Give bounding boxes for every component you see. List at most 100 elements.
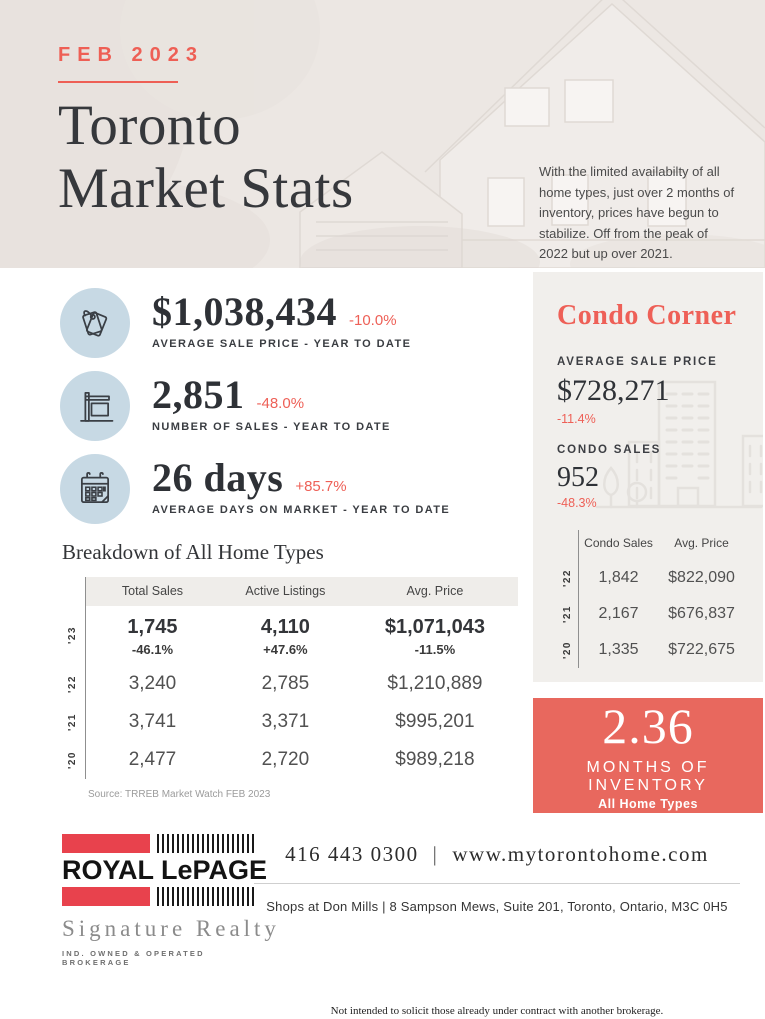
condo-sales-change: -48.3%	[557, 496, 597, 510]
condo-year-22: '22	[562, 568, 573, 587]
table-row: '21 3,741 3,371 $995,201	[60, 703, 518, 741]
office-address: Shops at Don Mills | 8 Sampson Mews, Sui…	[266, 899, 728, 914]
condo-sales-value: 952	[557, 462, 599, 493]
number-of-sales-value: 2,851	[152, 372, 245, 417]
brand-lepage: LePAGE	[161, 855, 268, 885]
contact-divider: |	[432, 842, 439, 866]
active-listings-21: 3,371	[261, 711, 310, 732]
table-row: '21 2,167 $676,837	[557, 596, 745, 632]
logo-stripes-top	[157, 834, 254, 853]
inventory-sublabel: All Home Types	[598, 796, 698, 811]
table-row: '23 1,745 -46.1% 4,110 +47.6% $1,071,043…	[60, 606, 518, 665]
avg-price-23: $1,071,043	[384, 616, 485, 638]
total-sales-change-23: -46.1%	[131, 642, 174, 657]
active-listings-23: 4,110	[260, 616, 310, 638]
table-row: '22 1,842 $822,090	[557, 560, 745, 596]
condo-year-21: '21	[562, 604, 573, 623]
date-underline	[58, 81, 178, 83]
faded-house-photo-background	[0, 0, 765, 268]
overall-stats-column: $1,038,434 -10.0% AVERAGE SALE PRICE - Y…	[60, 268, 520, 802]
condo-avg-price-21: $676,837	[668, 605, 735, 622]
condo-col-avg-price: Avg. Price	[674, 536, 729, 550]
condo-avg-price-change: -11.4%	[557, 412, 596, 426]
inventory-value: 2.36	[602, 697, 694, 754]
year-label-21: '21	[67, 712, 78, 731]
condo-sales-21: 2,167	[598, 605, 639, 622]
breakdown-title: Breakdown of All Home Types	[62, 540, 324, 564]
stat-average-sale-price: $1,038,434 -10.0% AVERAGE SALE PRICE - Y…	[60, 288, 520, 358]
table-row: '20 1,335 $722,675	[557, 632, 745, 668]
logo-stripes-bottom	[157, 887, 254, 906]
stat-number-of-sales: 2,851 -48.0% NUMBER OF SALES - YEAR TO D…	[60, 371, 520, 441]
average-sale-price-value: $1,038,434	[152, 289, 337, 334]
condo-corner-title: Condo Corner	[557, 300, 737, 331]
condo-buildings-illustration	[595, 380, 763, 509]
table-row: '22 3,240 2,785 $1,210,889	[60, 665, 518, 703]
number-of-sales-change: -48.0%	[256, 395, 305, 412]
royal-lepage-logo: ROYAL LePAGE Signature Realty IND. OWNED …	[62, 834, 280, 967]
months-of-inventory-box: 2.36 MONTHS OF INVENTORY All Home Types	[533, 698, 763, 813]
condo-avg-price-22: $822,090	[668, 569, 735, 586]
total-sales-20: 2,477	[128, 749, 177, 770]
contact-block: 416 443 0300 | www.mytorontohome.com Shops…	[254, 834, 740, 914]
active-listings-change-23: +47.6%	[263, 642, 308, 657]
calendar-icon	[60, 454, 130, 524]
condo-col-sales: Condo Sales	[584, 536, 653, 550]
footer: ROYAL LePAGE Signature Realty IND. OWNED …	[0, 802, 765, 1019]
main-content: $1,038,434 -10.0% AVERAGE SALE PRICE - Y…	[0, 268, 765, 813]
average-sale-price-label: AVERAGE SALE PRICE - YEAR TO DATE	[152, 338, 412, 350]
avg-price-21: $995,201	[395, 711, 475, 732]
breakdown-col-active-listings: Active Listings	[218, 577, 352, 606]
breakdown-col-total-sales: Total Sales	[86, 577, 219, 606]
year-label-20: '20	[67, 750, 78, 769]
page-title-line1: Toronto	[58, 94, 242, 157]
breakdown-table: Total Sales Active Listings Avg. Price '…	[60, 577, 518, 779]
condo-sales-22: 1,842	[598, 569, 639, 586]
price-tags-icon	[60, 288, 130, 358]
logo-red-bar-bottom	[62, 887, 150, 906]
condo-corner-panel: Condo Corner AVERAGE SALE PRICE $728,271…	[533, 272, 763, 682]
disclaimer-text: Not intended to solicit those already un…	[330, 1005, 664, 1017]
page-title: Toronto Market Stats	[58, 94, 765, 220]
avg-price-20: $989,218	[395, 749, 475, 770]
inventory-label: MONTHS OF INVENTORY	[586, 758, 710, 794]
stat-days-on-market: 26 days +85.7% AVERAGE DAYS ON MARKET - …	[60, 454, 520, 524]
average-sale-price-change: -10.0%	[349, 312, 397, 329]
condo-year-20: '20	[562, 640, 573, 659]
days-on-market-change: +85.7%	[295, 478, 347, 495]
days-on-market-label: AVERAGE DAYS ON MARKET - YEAR TO DATE	[152, 504, 451, 516]
table-row: '20 2,477 2,720 $989,218	[60, 741, 518, 779]
page-title-line2: Market Stats	[58, 156, 354, 220]
avg-price-22: $1,210,889	[387, 673, 483, 694]
year-label-22: '22	[67, 674, 78, 693]
year-label-23: '23	[67, 626, 78, 645]
brand-tagline: IND. OWNED & OPERATED BROKERAGE	[62, 949, 205, 967]
total-sales-22: 3,240	[128, 673, 177, 694]
active-listings-20: 2,720	[261, 749, 310, 770]
condo-avg-price-20: $722,675	[668, 641, 735, 658]
contact-divider-rule	[254, 883, 740, 884]
avg-price-change-23: -11.5%	[414, 642, 456, 657]
total-sales-23: 1,745	[127, 616, 178, 638]
condo-history-table: Condo Sales Avg. Price '22 1,842 $822,09…	[557, 530, 745, 668]
active-listings-22: 2,785	[261, 673, 310, 694]
number-of-sales-label: NUMBER OF SALES - YEAR TO DATE	[152, 421, 391, 433]
days-on-market-value: 26 days	[152, 455, 284, 500]
breakdown-year-rail	[60, 577, 86, 606]
brand-signature-realty: Signature Realty	[62, 916, 280, 941]
condo-avg-price-label: AVERAGE SALE PRICE	[557, 356, 718, 368]
for-sale-sign-icon	[60, 371, 130, 441]
total-sales-21: 3,741	[128, 711, 177, 732]
source-note: Source: TRREB Market Watch FEB 2023	[88, 789, 271, 800]
website-url[interactable]: www.mytorontohome.com	[452, 842, 709, 866]
phone-number: 416 443 0300	[285, 842, 419, 866]
report-date: FEB 2023	[58, 44, 205, 66]
brand-name: ROYAL LePAGE	[62, 853, 267, 887]
hero-header: FEB 2023 Toronto Market Stats With the li…	[0, 0, 765, 268]
breakdown-header-row: Total Sales Active Listings Avg. Price	[60, 577, 518, 606]
condo-avg-price-value: $728,271	[557, 374, 670, 407]
condo-corner-column: Condo Corner AVERAGE SALE PRICE $728,271…	[533, 268, 763, 813]
brand-royal: ROYAL	[62, 855, 155, 885]
condo-sales-label: CONDO SALES	[557, 444, 662, 456]
